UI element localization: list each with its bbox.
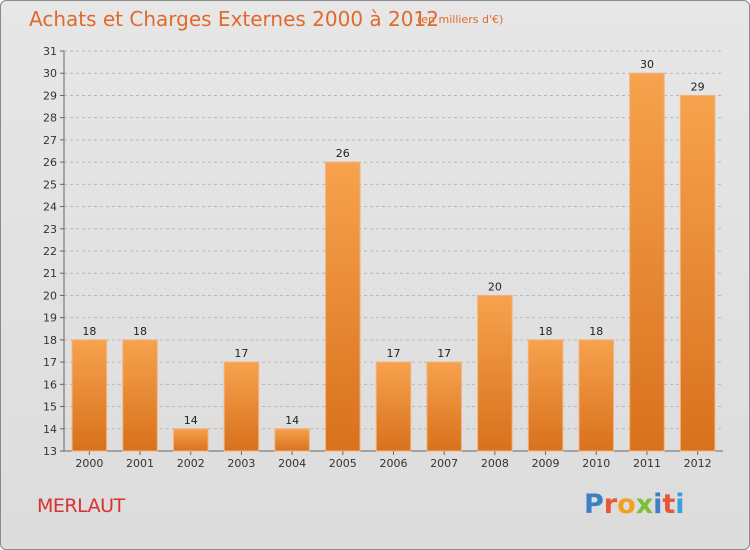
bar-2002: [172, 428, 209, 452]
x-tick-label: 2004: [278, 457, 306, 470]
bar-2004: [274, 428, 310, 452]
data-label: 18: [133, 325, 147, 338]
data-label: 17: [387, 347, 401, 360]
data-label: 30: [640, 58, 654, 71]
data-label: 29: [691, 80, 705, 93]
y-tick-label: 26: [43, 156, 57, 169]
x-tick-label: 2010: [582, 457, 610, 470]
y-tick-label: 21: [43, 267, 57, 280]
bar-2003: [223, 361, 260, 452]
data-label: 18: [589, 325, 603, 338]
y-tick-label: 29: [43, 89, 57, 102]
y-tick-label: 23: [43, 223, 57, 236]
y-tick-label: 28: [43, 112, 57, 125]
data-label: 18: [539, 325, 553, 338]
chart-unit: (en milliers d'€): [417, 13, 504, 26]
y-tick-label: 13: [43, 445, 57, 458]
logo-letter: P: [584, 489, 604, 520]
logo-letter: i: [675, 489, 685, 520]
y-tick-label: 17: [43, 356, 57, 369]
x-tick-label: 2000: [75, 457, 103, 470]
logo-letter: r: [603, 489, 618, 520]
bar-2007: [426, 361, 462, 452]
y-tick-label: 31: [43, 45, 57, 58]
bar-2005: [325, 161, 361, 452]
bar-2006: [375, 361, 412, 452]
y-tick-label: 22: [43, 245, 57, 258]
x-tick-label: 2008: [481, 457, 509, 470]
y-tick-label: 19: [43, 312, 57, 325]
commune-name: MERLAUT: [37, 495, 125, 517]
bar-2000: [71, 339, 108, 452]
bar-2001: [122, 339, 158, 452]
logo-letter: t: [662, 489, 676, 520]
x-tick-label: 2011: [633, 457, 661, 470]
logo-letter: i: [653, 489, 663, 520]
chart-title: Achats et Charges Externes 2000 à 2012: [29, 7, 439, 31]
y-tick-label: 15: [43, 401, 57, 414]
x-tick-label: 2003: [227, 457, 255, 470]
grid-lines: [64, 50, 723, 430]
data-label: 14: [285, 414, 299, 427]
x-tick-label: 2012: [684, 457, 712, 470]
x-tick-label: 2007: [430, 457, 458, 470]
proxiti-logo: Proxiti: [584, 489, 685, 520]
data-label: 14: [184, 414, 198, 427]
bar-2009: [527, 339, 564, 452]
y-tick-label: 14: [43, 423, 57, 436]
data-label: 26: [336, 147, 350, 160]
x-tick-label: 2009: [532, 457, 560, 470]
bar-2011: [629, 72, 665, 452]
y-tick-label: 27: [43, 134, 57, 147]
x-tick-label: 2001: [126, 457, 154, 470]
x-tick-label: 2002: [177, 457, 205, 470]
data-label: 17: [234, 347, 248, 360]
logo-letter: x: [635, 489, 654, 520]
y-tick-label: 24: [43, 201, 57, 214]
bar-2010: [578, 339, 615, 452]
data-label: 20: [488, 280, 502, 293]
y-tick-label: 18: [43, 334, 57, 347]
logo-letter: o: [617, 489, 636, 520]
bar-2012: [679, 94, 716, 452]
x-tick-label: 2005: [329, 457, 357, 470]
y-tick-label: 20: [43, 289, 57, 302]
labels: 18 2000 18 2001 14 2002 17 2003 14 2004 26 2005 17 20…: [75, 58, 711, 470]
bars: [71, 72, 716, 452]
data-label: 18: [82, 325, 96, 338]
y-tick-label: 30: [43, 67, 57, 80]
y-tick-label: 16: [43, 378, 57, 391]
data-label: 17: [437, 347, 451, 360]
bar-2008: [477, 294, 513, 452]
x-tick-label: 2006: [380, 457, 408, 470]
y-tick-label: 25: [43, 178, 57, 191]
